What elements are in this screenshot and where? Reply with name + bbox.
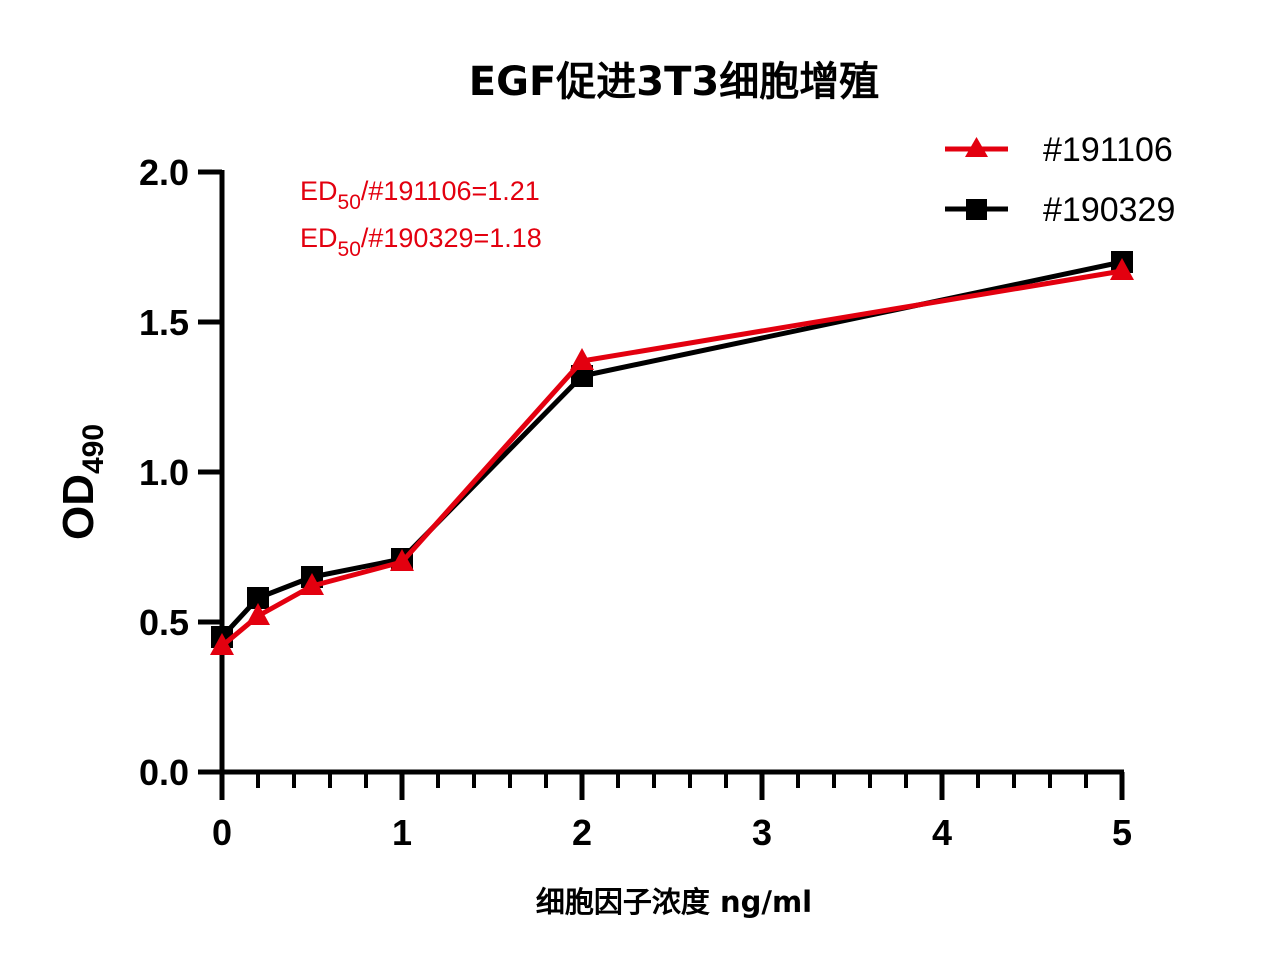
legend-item-190329: #190329	[945, 191, 1175, 229]
data-point-square	[247, 587, 269, 609]
x-axis-label: 细胞因子浓度 ng/ml	[536, 885, 812, 919]
y-axis-ticks: 0.0 0.5 1.0 1.5 2.0	[139, 152, 222, 793]
series-line	[220, 259, 1123, 639]
x-tick-label: 0	[212, 812, 232, 853]
data-point-triangle	[1110, 258, 1134, 280]
y-tick-label: 2.0	[139, 152, 189, 193]
series-layer	[210, 251, 1134, 655]
annotation-ed50-191106: ED50/#191106=1.21	[300, 176, 540, 214]
series-190329	[211, 251, 1133, 648]
x-tick-label: 5	[1112, 812, 1132, 853]
annotation-ed50-190329: ED50/#190329=1.18	[300, 223, 542, 261]
legend-label: #191106	[1043, 131, 1173, 169]
y-tick-label: 1.5	[139, 302, 189, 343]
data-point-triangle	[246, 603, 270, 625]
legend-label: #190329	[1043, 191, 1175, 229]
y-axis-label: OD490	[54, 424, 110, 540]
y-tick-label: 0.0	[139, 752, 189, 793]
series-line	[220, 268, 1123, 648]
x-tick-label: 1	[392, 812, 412, 853]
chart-title: EGF促进3T3细胞增殖	[469, 59, 879, 105]
data-point-triangle	[390, 549, 414, 571]
y-axis-label-main: OD	[54, 474, 103, 540]
legend: #191106 #190329	[945, 131, 1175, 229]
square-marker-icon	[966, 199, 987, 220]
ed50-annotations: ED50/#191106=1.21 ED50/#190329=1.18	[300, 176, 542, 261]
y-tick-label: 0.5	[139, 602, 189, 643]
axes	[219, 170, 1124, 800]
y-axis-label-subscript: 490	[77, 424, 110, 474]
data-point-triangle	[210, 633, 234, 655]
series-191106	[210, 258, 1134, 655]
x-axis-ticks: 0 1 2 3 4 5	[212, 772, 1132, 853]
x-tick-label: 2	[572, 812, 592, 853]
y-tick-label: 1.0	[139, 452, 189, 493]
x-tick-label: 3	[752, 812, 772, 853]
data-point-triangle	[570, 348, 594, 370]
data-point-triangle	[300, 573, 324, 595]
x-tick-label: 4	[932, 812, 952, 853]
triangle-marker-icon	[965, 137, 988, 157]
legend-item-191106: #191106	[945, 131, 1173, 169]
